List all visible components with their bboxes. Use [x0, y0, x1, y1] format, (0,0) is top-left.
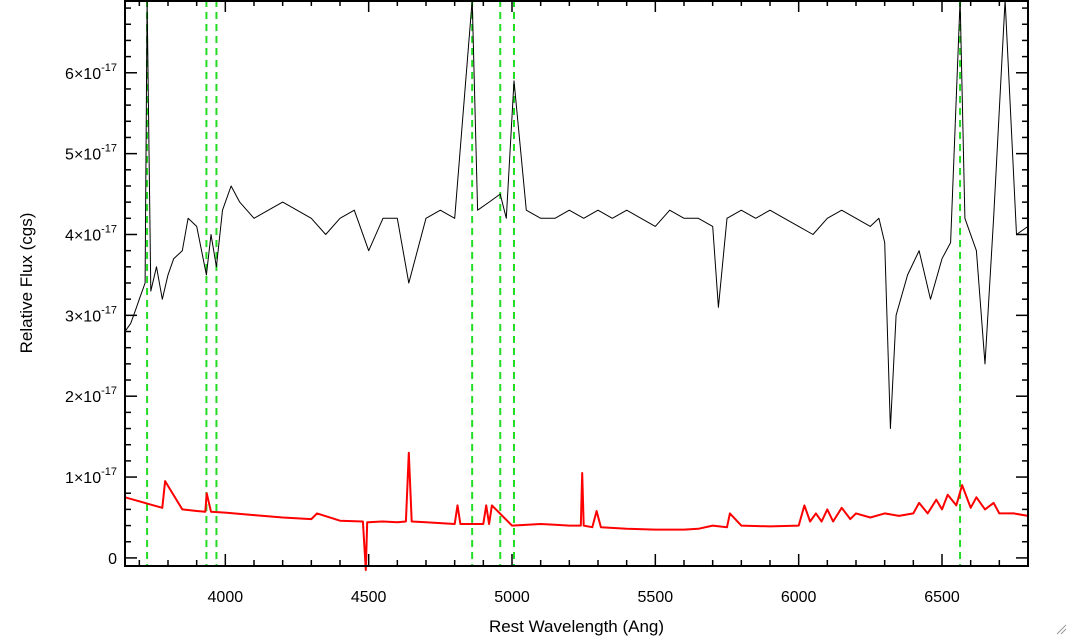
x-tick-label: 6000: [781, 589, 817, 606]
x-axis-title: Rest Wavelength (Ang): [489, 617, 664, 636]
spectrum-series: [124, 0, 1029, 571]
x-tick-label: 5000: [494, 589, 530, 606]
y-tick-label: 2×10-17: [65, 385, 117, 406]
resize-grip-icon[interactable]: [1055, 623, 1067, 635]
y-tick-label: 5×10-17: [65, 143, 117, 164]
plot-frame: [124, 0, 1029, 567]
y-tick-label: 4×10-17: [65, 223, 117, 244]
y-tick-labels: 0 1×10-17 2×10-17 3×10-17 4×10-17 5×10-17 6×10…: [65, 62, 117, 568]
x-tick-label: 4500: [351, 589, 387, 606]
x-tick-label: 4000: [208, 589, 244, 606]
y-tick-label: 0: [108, 551, 117, 568]
model-spectrum-line: [124, 451, 1029, 571]
spectrum-line: [124, 0, 1029, 429]
x-tick-labels: 4000 4500 5000 5500 6000 6500: [208, 589, 960, 606]
y-tick-label: 3×10-17: [65, 304, 117, 325]
y-tick-label: 1×10-17: [65, 466, 117, 487]
y-axis-title: Relative Flux (cgs): [17, 213, 36, 354]
axis-ticks: [125, 0, 1029, 566]
y-tick-label: 6×10-17: [65, 62, 117, 83]
emission-line-markers: [146, 0, 962, 566]
x-tick-label: 5500: [638, 589, 674, 606]
x-tick-label: 6500: [924, 589, 960, 606]
